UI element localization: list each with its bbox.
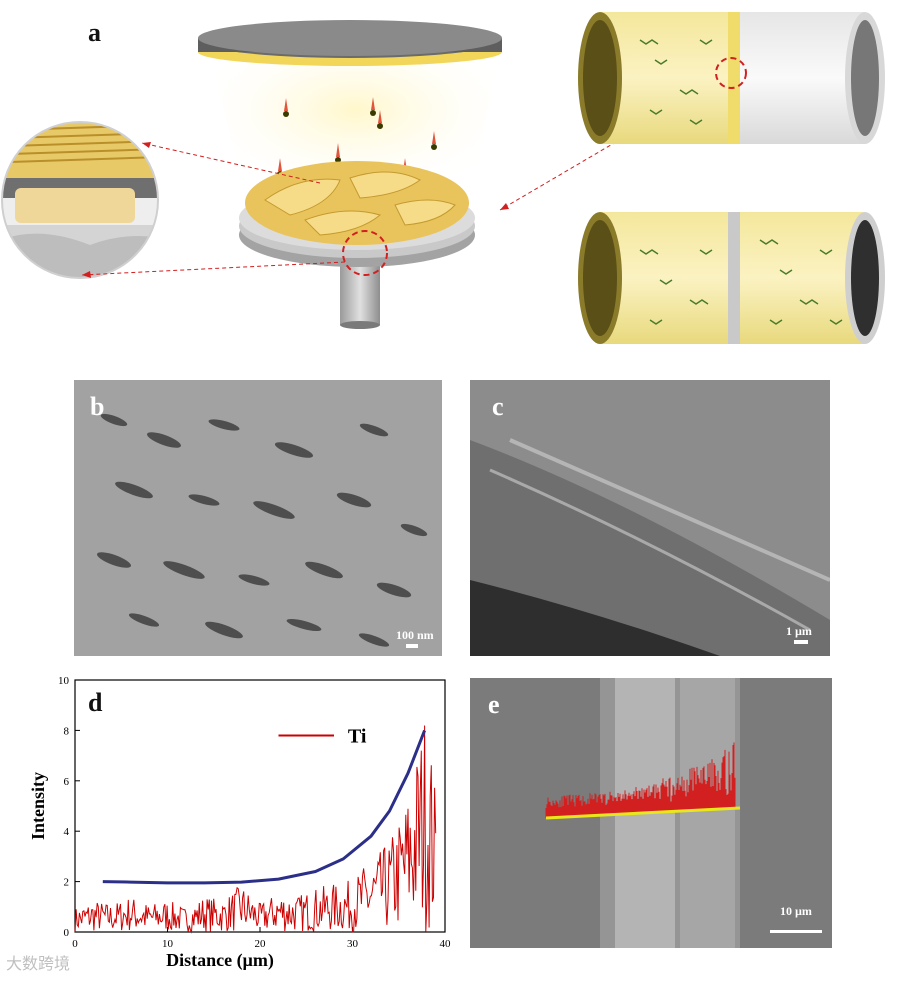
fiber-cross-section (470, 678, 832, 948)
y-tick-label: 0 (64, 927, 70, 939)
schematic-illustration (1, 12, 885, 344)
scale-bar-c (794, 640, 808, 644)
ti-intensity-line (74, 725, 437, 934)
scale-label-b: 100 nm (396, 628, 434, 642)
y-tick-label: 10 (58, 675, 70, 687)
x-tick-label: 30 (347, 938, 359, 950)
molecules (639, 39, 843, 325)
fiber-texture (470, 380, 830, 656)
sem-image-e: e 10 µm (470, 678, 832, 948)
y-tick-label: 2 (64, 877, 70, 889)
scale-bar-e (770, 930, 822, 933)
sem-image-c: c 1 µm (470, 380, 830, 656)
panel-c-label: c (492, 392, 504, 421)
x-axis-label: Distance (µm) (166, 950, 274, 971)
fit-curve (102, 729, 426, 885)
sem-image-b: b 100 nm (74, 380, 442, 656)
x-tick-label: 10 (162, 938, 174, 950)
porous-texture (74, 380, 442, 656)
x-tick-label: 40 (440, 938, 452, 950)
panel-a-label: a (88, 18, 101, 47)
scale-bar-b (406, 644, 418, 648)
y-tick-label: 6 (64, 776, 70, 788)
watermark: 大数跨境 (6, 954, 71, 973)
plot-frame (74, 679, 446, 933)
y-tick-label: 4 (64, 826, 70, 838)
x-tick-label: 20 (255, 938, 267, 950)
panel-e-label: e (488, 690, 500, 719)
y-axis-label: Intensity (28, 772, 48, 840)
scale-label-e: 10 µm (780, 904, 812, 918)
scale-label-c: 1 µm (786, 624, 812, 638)
tube-bottom (578, 212, 885, 344)
x-tick-label: 0 (72, 938, 78, 950)
tube-top (578, 12, 885, 144)
panel-b-label: b (90, 392, 105, 421)
panel-d-label: d (88, 688, 103, 717)
legend-label: Ti (348, 725, 367, 747)
y-tick-label: 8 (64, 725, 70, 737)
